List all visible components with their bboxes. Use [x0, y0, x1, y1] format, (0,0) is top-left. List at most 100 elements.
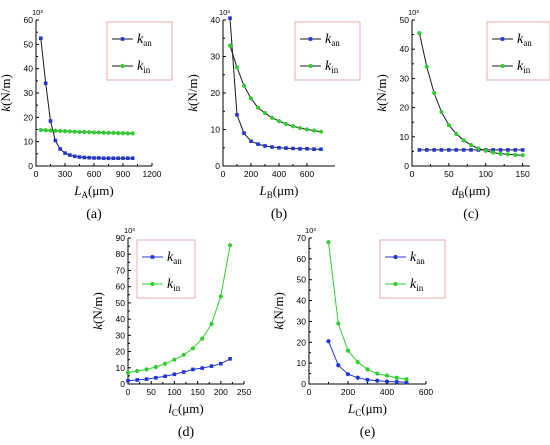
- y-tick-label: 60: [297, 254, 307, 264]
- series-line: [328, 341, 407, 383]
- legend: kan kin: [106, 21, 173, 81]
- data-point: [218, 294, 223, 299]
- data-point: [43, 81, 48, 86]
- data-point: [200, 336, 205, 341]
- legend-label: kin: [137, 59, 151, 75]
- x-axis-label: LB(μm): [259, 183, 299, 200]
- data-point: [263, 144, 267, 148]
- data-point: [96, 130, 101, 135]
- data-point: [298, 147, 302, 151]
- data-point: [48, 119, 53, 123]
- data-point: [319, 147, 323, 152]
- scale-note: 10³: [124, 226, 135, 235]
- data-point: [284, 146, 288, 150]
- data-point: [447, 148, 451, 152]
- data-point: [304, 127, 310, 132]
- data-point: [326, 240, 331, 245]
- data-point: [375, 378, 380, 383]
- data-point: [311, 128, 317, 133]
- legend-label: kan: [517, 32, 532, 48]
- data-point: [154, 376, 158, 380]
- data-point: [249, 139, 253, 143]
- data-point: [290, 124, 296, 129]
- data-point: [72, 154, 77, 159]
- y-tick-label: 50: [116, 298, 126, 308]
- y-tick-label: 40: [297, 296, 307, 306]
- data-point: [53, 138, 58, 143]
- data-point: [172, 372, 177, 377]
- data-point: [63, 151, 67, 155]
- data-point: [38, 127, 43, 133]
- y-tick-label: 20: [297, 337, 307, 347]
- y-tick-label: 70: [116, 265, 126, 275]
- data-point: [506, 148, 510, 152]
- scale-note: 10³: [305, 226, 316, 235]
- data-point: [336, 321, 341, 326]
- data-point: [483, 148, 488, 153]
- data-point: [163, 374, 167, 379]
- x-tick-label: 200: [244, 169, 258, 179]
- data-point: [68, 153, 72, 157]
- legend-label: kan: [325, 32, 340, 48]
- data-point: [181, 352, 186, 357]
- data-point: [404, 380, 409, 385]
- legend-box: [106, 21, 173, 81]
- x-axis-label: LC(μm): [347, 401, 387, 418]
- data-point: [227, 43, 233, 48]
- chart-panel-4: 0 10 20 30 40 50 60 70 80 90 0 50 100 150 200 250 10³ k(N…: [90, 226, 251, 440]
- data-point: [106, 130, 111, 136]
- series-k-an: [126, 357, 232, 383]
- y-tick-label: 20: [400, 103, 410, 113]
- chart-panel-1: 01020304050600300600900120010³k(N/m)LA(μ…: [0, 8, 173, 222]
- y-tick-label: 60: [116, 282, 126, 292]
- data-point: [345, 372, 351, 377]
- data-point: [144, 377, 149, 381]
- y-tick-label: 20: [24, 112, 34, 122]
- series-k-in: [125, 243, 233, 375]
- data-point: [469, 148, 473, 152]
- data-point: [241, 83, 247, 88]
- y-tick-label: 50: [297, 275, 307, 285]
- data-point: [190, 346, 196, 351]
- legend-box: [486, 21, 550, 81]
- legend-label: kin: [517, 59, 531, 75]
- y-tick-label: 30: [211, 52, 221, 62]
- y-tick-label: 40: [211, 15, 221, 25]
- legend-label: kan: [410, 250, 425, 266]
- x-tick-label: 0: [126, 387, 131, 397]
- data-point: [120, 131, 126, 136]
- series-k-an: [417, 148, 525, 152]
- data-point: [97, 156, 101, 160]
- y-tick-label: 80: [116, 249, 126, 259]
- data-point: [262, 110, 268, 116]
- chart-panel-5: 0 10 20 30 40 50 60 70 0 200 400 600 10³ k(N/m) LC(μm)…: [271, 226, 446, 440]
- data-point: [62, 129, 68, 134]
- y-tick-label: 20: [211, 88, 221, 98]
- x-axis-label: LA(μm): [73, 183, 113, 200]
- data-point: [277, 145, 281, 150]
- legend-label: kin: [410, 277, 424, 293]
- data-point: [417, 148, 422, 152]
- x-tick-label: 100: [479, 169, 493, 179]
- data-point: [72, 129, 77, 134]
- data-point: [101, 156, 106, 161]
- data-point: [476, 146, 481, 151]
- x-tick-label: 0: [34, 169, 39, 179]
- y-tick-label: 0: [28, 161, 33, 171]
- chart-panel-3: 0 10 20 30 40 50 0 50 100 150 10³ k(N/m) dB(μm) (c) ka…: [374, 8, 550, 222]
- data-point: [126, 378, 130, 383]
- data-point: [291, 146, 295, 151]
- data-point: [270, 145, 274, 149]
- data-point: [394, 375, 399, 380]
- data-point: [513, 148, 518, 152]
- x-tick-label: 400: [272, 169, 286, 179]
- series-k-an: [39, 36, 135, 161]
- data-point: [424, 64, 429, 69]
- data-point: [439, 148, 444, 152]
- data-point: [121, 156, 125, 161]
- data-point: [520, 148, 525, 152]
- legend-marker: [150, 281, 155, 287]
- data-point: [106, 156, 111, 161]
- data-point: [491, 150, 496, 155]
